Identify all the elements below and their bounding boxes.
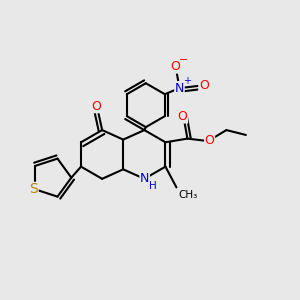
Text: N: N	[175, 82, 184, 94]
Text: +: +	[183, 76, 191, 86]
Text: S: S	[29, 182, 38, 197]
Text: N: N	[140, 172, 149, 185]
Text: H: H	[148, 181, 156, 191]
Text: O: O	[199, 79, 209, 92]
Text: O: O	[170, 60, 180, 73]
Text: O: O	[205, 134, 214, 147]
Text: O: O	[178, 110, 188, 123]
Text: O: O	[91, 100, 101, 113]
Text: CH₃: CH₃	[178, 190, 197, 200]
Text: −: −	[179, 55, 188, 65]
